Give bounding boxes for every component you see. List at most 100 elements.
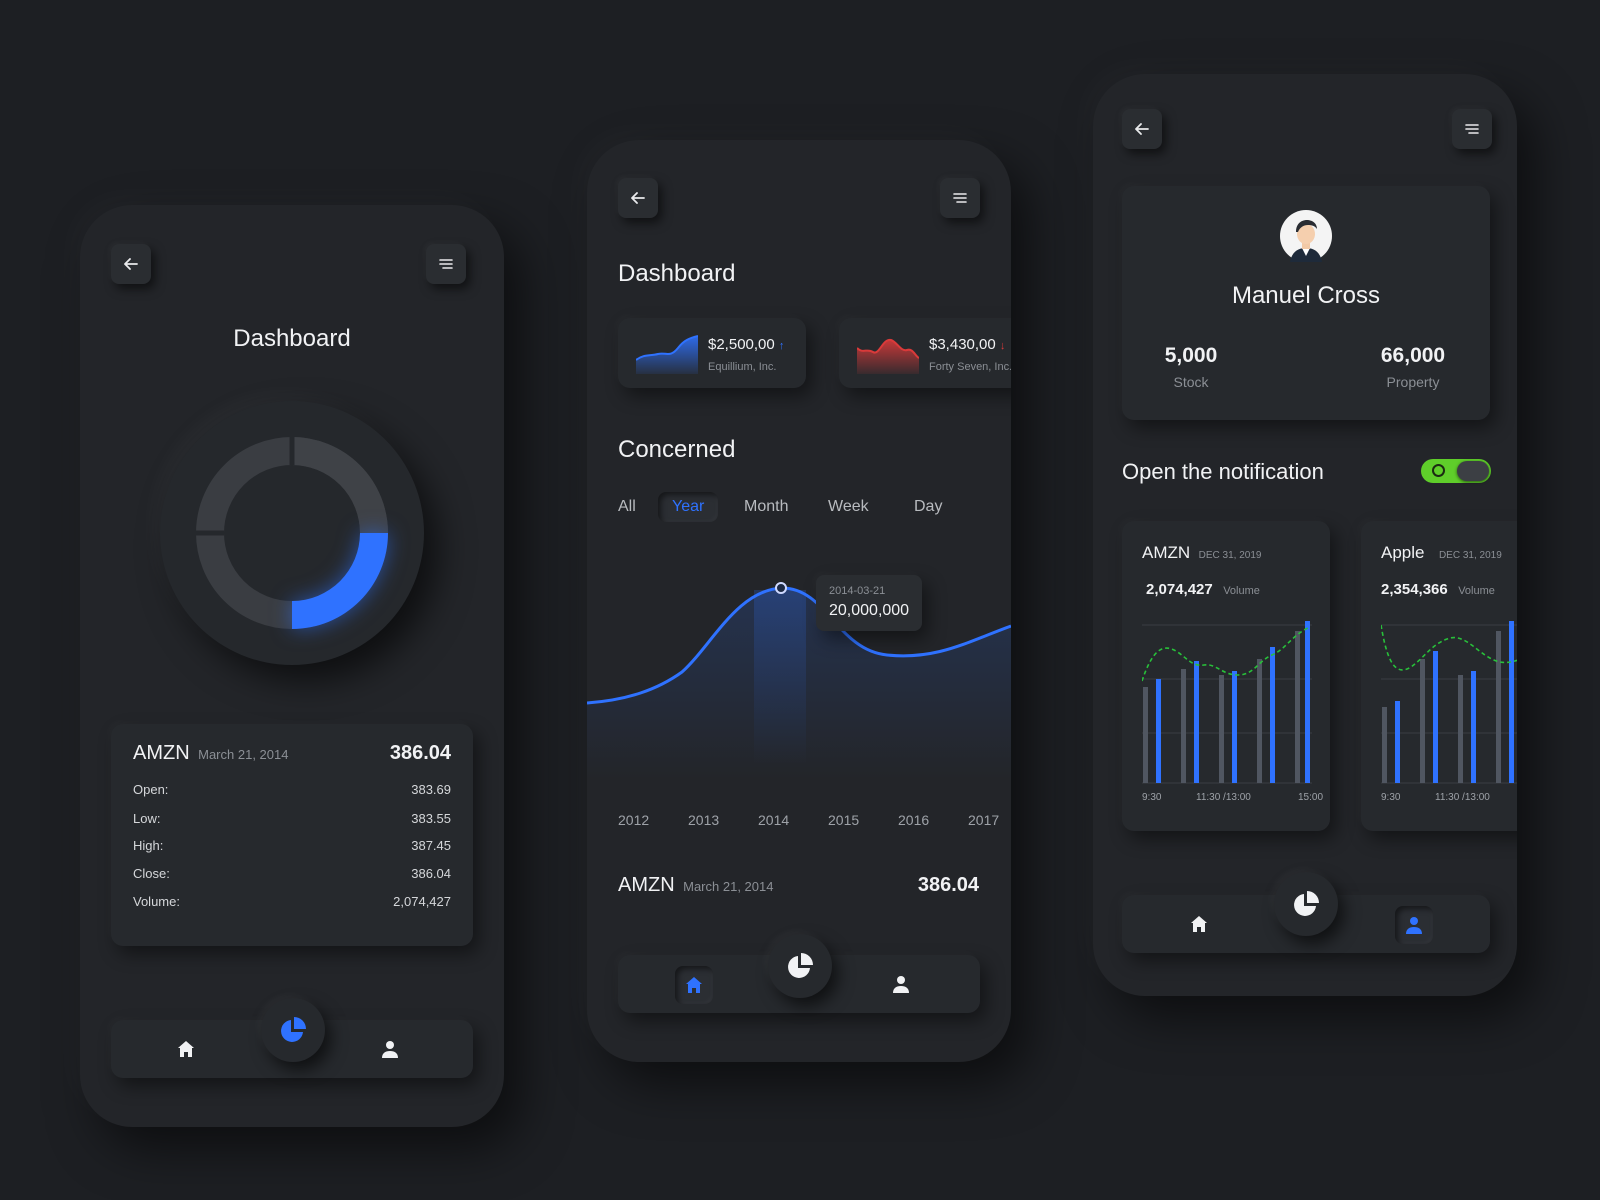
page-title: Dashboard — [233, 325, 351, 352]
line-area — [587, 588, 1011, 780]
ticker: AMZN — [133, 742, 190, 764]
x-tick-label: 2017 — [968, 812, 1000, 828]
donut-chart — [196, 437, 388, 629]
home-icon — [1191, 916, 1207, 932]
period-tabs: All Year Month Week Day — [618, 492, 978, 528]
chart-tooltip: 2014-03-21 20,000,000 — [816, 575, 922, 631]
home-tab[interactable] — [174, 1037, 198, 1061]
stock-price: $3,430,00 ↓ — [929, 336, 1006, 353]
quote-row-open: Open: 383.69 — [133, 782, 451, 797]
profile-tab[interactable] — [889, 972, 913, 996]
sparkline-up — [636, 335, 698, 374]
tab-all[interactable]: All — [618, 498, 636, 515]
quote-row-close: Close: 386.04 — [133, 866, 451, 881]
volume-card-header: AMZN DEC 31, 2019 — [1142, 543, 1262, 562]
menu-icon — [439, 259, 453, 269]
stat-property: 66,000 Property — [1380, 344, 1446, 390]
home-tab[interactable] — [1187, 912, 1211, 936]
chart-tab[interactable] — [261, 998, 325, 1062]
user-icon — [893, 976, 909, 993]
notification-toggle[interactable] — [1421, 459, 1491, 483]
user-icon — [382, 1041, 398, 1058]
volume-chart — [1142, 621, 1312, 784]
back-button[interactable] — [111, 244, 151, 284]
toggle-on-indicator — [1432, 464, 1445, 477]
quote-header: AMZN March 21, 2014 — [618, 874, 773, 897]
home-icon — [686, 977, 702, 993]
phone-screen-dashboard-line: Dashboard $2,500,00 ↑ Equillium, Inc. $3… — [587, 140, 1011, 1062]
menu-button[interactable] — [426, 244, 466, 284]
home-icon — [178, 1041, 194, 1057]
x-tick-label: 2013 — [688, 812, 720, 828]
chart-tab[interactable] — [1274, 872, 1338, 936]
back-button[interactable] — [618, 178, 658, 218]
pie-chart-icon — [1294, 891, 1319, 916]
arrow-left-icon — [124, 258, 138, 270]
tab-year[interactable]: Year — [658, 492, 719, 522]
stock-price: $2,500,00 ↑ — [708, 336, 785, 353]
volume-card-header: Apple DEC 31, 2019 — [1381, 543, 1502, 562]
quote-header: AMZN March 21, 2014 — [133, 742, 288, 765]
quote-date: March 21, 2014 — [683, 879, 774, 894]
ticker: AMZN — [618, 874, 675, 896]
pie-chart-icon — [281, 1017, 306, 1042]
profile-name: Manuel Cross — [1231, 282, 1381, 309]
donut-segment-highlight — [292, 533, 388, 629]
x-tick-label: 15:00 — [1298, 792, 1324, 803]
x-tick-label: 2014 — [758, 812, 790, 828]
menu-icon — [1465, 124, 1479, 134]
home-tab[interactable] — [675, 966, 713, 1004]
stock-name: Forty Seven, Inc. — [929, 361, 1011, 373]
x-tick-label: 2016 — [898, 812, 930, 828]
menu-button[interactable] — [940, 178, 980, 218]
x-tick-label: 2015 — [828, 812, 860, 828]
notification-label: Open the notification — [1122, 459, 1324, 484]
phone-screen-profile: Manuel Cross 5,000 Stock 66,000 Property… — [1093, 74, 1517, 996]
menu-button[interactable] — [1452, 109, 1492, 149]
back-button[interactable] — [1122, 109, 1162, 149]
quote-row-high: High: 387.45 — [133, 838, 451, 853]
user-icon — [1406, 917, 1422, 934]
x-tick-label: 11:30 /13:00 — [1196, 792, 1251, 803]
arrow-up-icon: ↑ — [778, 340, 785, 352]
quote-card: AMZN March 21, 2014 386.04 Open: 383.69 L… — [111, 724, 473, 946]
stock-card[interactable]: $3,430,00 ↓ Forty Seven, Inc. — [839, 318, 1011, 388]
tab-month[interactable]: Month — [744, 498, 789, 515]
x-tick-label: 9:30 — [1142, 792, 1162, 803]
tooltip-value: 20,000,000 — [829, 602, 910, 619]
page-title: Dashboard — [618, 260, 736, 287]
tab-day[interactable]: Day — [914, 498, 943, 515]
x-tick-label: 11:30 /13:00 — [1435, 792, 1490, 803]
profile-tab[interactable] — [1395, 906, 1433, 944]
stat-stock: 5,000 Stock — [1164, 344, 1218, 390]
menu-icon — [953, 193, 967, 203]
tab-week[interactable]: Week — [828, 498, 869, 515]
line-chart — [587, 582, 1011, 780]
quote-date: March 21, 2014 — [198, 747, 289, 762]
volume-card[interactable]: AMZN DEC 31, 2019 2,074,427 Volume 9:30 … — [1122, 521, 1330, 831]
arrow-left-icon — [1135, 123, 1149, 135]
volume-card[interactable]: Apple DEC 31, 2019 2,354,366 Volume 9:30… — [1361, 521, 1517, 831]
quote-price: 386.04 — [389, 742, 451, 764]
profile-card: Manuel Cross 5,000 Stock 66,000 Property — [1122, 186, 1490, 420]
volume-value: 2,354,366 Volume — [1381, 581, 1495, 598]
phone-screen-dashboard-donut: Dashboard AMZN March 21, 2014 386.04 Ope… — [80, 205, 504, 1127]
sparkline-down — [857, 338, 919, 374]
stock-card[interactable]: $2,500,00 ↑ Equillium, Inc. — [618, 318, 806, 388]
quote-row-volume: Volume: 2,074,427 — [133, 894, 451, 909]
pie-chart-icon — [788, 953, 813, 978]
arrow-left-icon — [631, 192, 645, 204]
stock-name: Equillium, Inc. — [708, 361, 777, 373]
donut-segment-a — [291, 437, 388, 534]
chart-tab[interactable] — [768, 934, 832, 998]
volume-value: 2,074,427 Volume — [1146, 581, 1260, 598]
arrow-down-icon: ↓ — [999, 340, 1006, 352]
x-tick-label: 2012 — [618, 812, 650, 828]
avatar[interactable] — [1280, 210, 1332, 262]
profile-tab[interactable] — [378, 1037, 402, 1061]
selected-point[interactable] — [775, 582, 787, 594]
volume-chart — [1381, 621, 1517, 784]
quote-row-low: Low: 383.55 — [133, 811, 451, 826]
tooltip-date: 2014-03-21 — [829, 585, 886, 597]
section-title: Concerned — [618, 436, 736, 463]
